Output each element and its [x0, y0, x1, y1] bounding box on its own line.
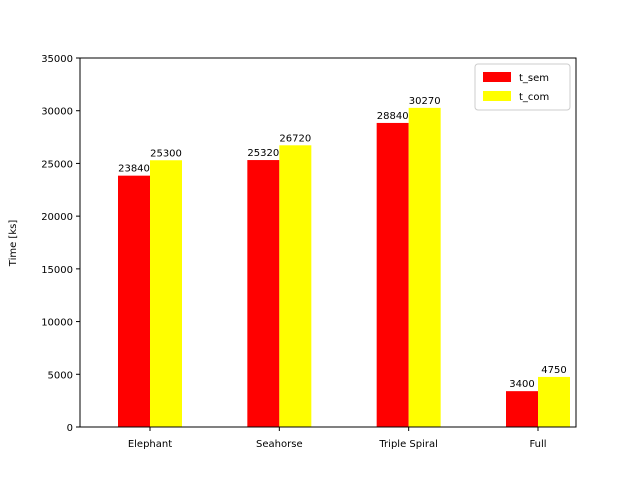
x-tick-label: Full: [529, 439, 546, 450]
y-tick-label: 10000: [41, 318, 73, 329]
bar-t_sem-seahorse: [247, 160, 280, 427]
axes-layer: 0 5000 10000 15000 20000 25000 30000 35000 Eleph…: [41, 54, 577, 450]
legend-swatch-t_sem: [483, 72, 511, 82]
x-tick-label: Elephant: [128, 439, 172, 450]
bar-t_com-elephant: [150, 160, 182, 427]
y-tick-label: 5000: [48, 370, 73, 381]
y-tick-label: 20000: [41, 212, 73, 223]
data-label-t_sem-triple-spiral: 28840: [377, 111, 409, 122]
bar-t_sem-full: [506, 391, 538, 427]
y-axis-label: Time [ks]: [8, 220, 19, 268]
bar-t_sem-triple-spiral: [376, 122, 409, 427]
bars-layer: [118, 107, 570, 428]
data-label-t_sem-elephant: 23840: [118, 164, 150, 175]
legend-swatch-t_com: [483, 91, 511, 101]
legend-label-t_com: t_com: [519, 92, 549, 103]
y-tick-label: 25000: [41, 159, 73, 170]
legend-label-t_sem: t_sem: [519, 73, 549, 84]
data-label-t_sem-full: 3400: [509, 379, 534, 390]
y-tick-label: 35000: [41, 54, 73, 65]
legend-box: [474, 63, 571, 111]
data-label-t_com-seahorse: 26720: [279, 133, 311, 144]
bar-t_sem-elephant: [118, 175, 150, 427]
plot-frame: [79, 57, 577, 428]
data-label-t_com-elephant: 25300: [150, 148, 182, 159]
bar-t_com-triple-spiral: [408, 107, 441, 428]
y-tick-label: 15000: [41, 265, 73, 276]
data-label-t_com-triple-spiral: 30270: [409, 96, 441, 107]
x-tick-label: Triple Spiral: [378, 439, 437, 450]
y-tick-label: 0: [67, 423, 73, 434]
legend: t_sem t_com: [474, 63, 571, 111]
data-label-t_com-full: 4750: [541, 365, 566, 376]
bar-t_com-seahorse: [279, 145, 312, 427]
x-tick-label: Seahorse: [256, 439, 303, 450]
y-tick-label: 30000: [41, 107, 73, 118]
bar-t_com-full: [538, 376, 570, 427]
data-label-t_sem-seahorse: 25320: [247, 148, 279, 159]
